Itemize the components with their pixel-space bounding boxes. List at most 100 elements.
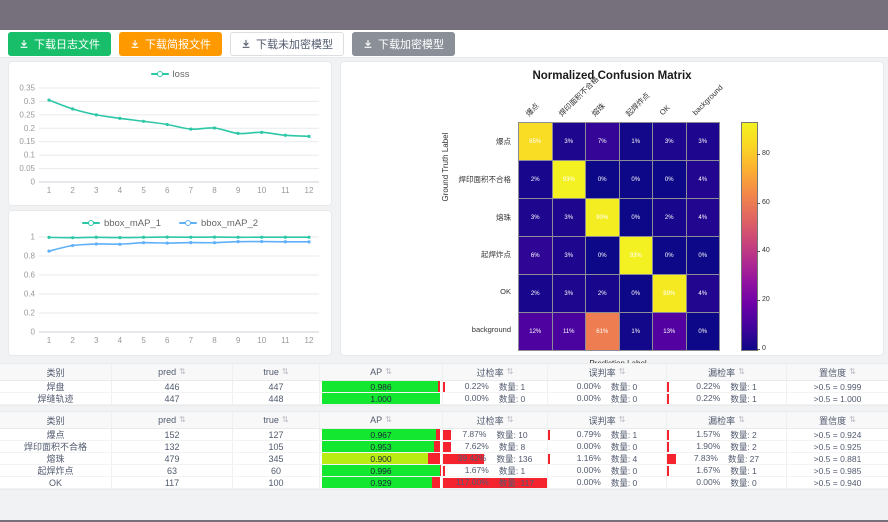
- sort-icon[interactable]: ⇅: [179, 367, 186, 376]
- rate-bar: [667, 466, 669, 476]
- sort-icon[interactable]: ⇅: [506, 367, 514, 376]
- column-header-过检率[interactable]: 过检率 ⇅: [443, 364, 548, 380]
- svg-text:0.3: 0.3: [24, 97, 36, 106]
- cell-ap: 0.986: [320, 381, 443, 392]
- column-header-误判率[interactable]: 误判率 ⇅: [548, 364, 667, 380]
- sort-icon[interactable]: ⇅: [849, 415, 856, 424]
- sort-icon[interactable]: ⇅: [281, 415, 289, 424]
- column-header-AP[interactable]: AP ⇅: [320, 412, 443, 428]
- cell-pred: 479: [112, 453, 233, 464]
- rate-text: 1.67% 数量: 1: [696, 465, 757, 476]
- legend-marker-icon: [150, 70, 169, 78]
- column-header-AP[interactable]: AP ⇅: [320, 364, 443, 380]
- map-chart-legend: bbox_mAP_1 bbox_mAP_2: [9, 215, 331, 231]
- cell-confidence: >0.5 = 1.000: [813, 393, 862, 404]
- rate-percent: 1.67%: [696, 465, 721, 475]
- sort-icon[interactable]: ⇅: [738, 367, 745, 376]
- cell-confidence: >0.5 = 0.924: [813, 429, 862, 440]
- column-header-label: true: [263, 367, 279, 377]
- svg-text:4: 4: [118, 336, 123, 345]
- column-header-pred[interactable]: pred ⇅: [112, 412, 233, 428]
- legend-item-loss[interactable]: loss: [150, 69, 189, 80]
- column-header-true[interactable]: true ⇅: [233, 412, 320, 428]
- download-unencrypted-model-button[interactable]: 下载未加密模型: [230, 31, 344, 56]
- metrics-table-2: 类别 pred ⇅ true ⇅ AP ⇅ 过检率 ⇅ 误判率 ⇅ 漏检率 ⇅ 置信度 ⇅ 爆点 152 127 0…: [0, 411, 888, 490]
- matrix-row-label: 起焊炸点: [481, 250, 511, 260]
- ap-bar-red: [428, 453, 440, 464]
- matrix-col-label: OK: [657, 102, 672, 117]
- rate-count: 数量: 10: [496, 429, 528, 440]
- ap-bar: 0.929: [322, 477, 440, 488]
- cell-miss-rate: 7.83% 数量: 27: [667, 453, 787, 464]
- svg-text:5: 5: [141, 186, 146, 195]
- matrix-cell: 6%: [519, 237, 552, 274]
- cell-pred: 152: [112, 429, 233, 440]
- column-header-label: AP: [370, 367, 383, 377]
- rate-text: 7.62% 数量: 8: [465, 441, 526, 452]
- cell-category: 熔珠: [0, 453, 112, 464]
- rate-bar: [548, 430, 550, 440]
- column-header-label: 误判率: [588, 367, 616, 378]
- column-header-漏检率[interactable]: 漏检率 ⇅: [667, 412, 787, 428]
- legend-item-bbox_mAP_1[interactable]: bbox_mAP_1: [81, 218, 161, 229]
- legend-circle-icon: [156, 71, 163, 77]
- table-header-row: 类别 pred ⇅ true ⇅ AP ⇅ 过检率 ⇅ 误判率 ⇅ 漏检率 ⇅ 置信度 ⇅: [0, 412, 888, 429]
- matrix-row-label: background: [471, 325, 511, 335]
- rate-count: 数量: 8: [498, 441, 526, 452]
- column-header-置信度[interactable]: 置信度 ⇅: [787, 412, 888, 428]
- matrix-cell: 2%: [653, 199, 686, 236]
- column-header-label: AP: [370, 415, 383, 425]
- colorbar-tick-label: 80: [762, 149, 770, 157]
- rate-count: 数量: 1: [498, 465, 526, 476]
- column-header-pred[interactable]: pred ⇅: [112, 364, 233, 380]
- cell-mis-rate: 0.00% 数量: 0: [548, 393, 667, 404]
- column-header-误判率[interactable]: 误判率 ⇅: [548, 412, 667, 428]
- legend-item-bbox_mAP_2[interactable]: bbox_mAP_2: [179, 218, 258, 229]
- ap-bar-red: [438, 381, 440, 392]
- ap-value: 0.986: [370, 381, 392, 392]
- ap-bar: 0.996: [322, 465, 440, 476]
- matrix-cell: 3%: [552, 275, 585, 312]
- column-header-漏检率[interactable]: 漏检率 ⇅: [667, 364, 787, 380]
- cell-confidence: >0.5 = 0.985: [813, 465, 862, 476]
- svg-text:2: 2: [70, 186, 75, 195]
- button-label: 下载日志文件: [34, 38, 100, 51]
- sort-icon[interactable]: ⇅: [738, 415, 745, 424]
- cell-true: 448: [233, 393, 320, 404]
- column-header-label: 过检率: [476, 415, 504, 426]
- download-encrypted-model-button[interactable]: 下载加密模型: [352, 31, 455, 56]
- rate-text: 0.79% 数量: 1: [577, 429, 638, 440]
- metrics-tables-area: 类别 pred ⇅ true ⇅ AP ⇅ 过检率 ⇅ 误判率 ⇅ 漏检率 ⇅ 置信度 ⇅ 焊盘 446 447 0…: [0, 363, 888, 520]
- column-header-过检率[interactable]: 过检率 ⇅: [443, 412, 548, 428]
- matrix-cell: 89%: [653, 275, 686, 312]
- matrix-cell: 93%: [619, 237, 652, 274]
- column-header-label: 误判率: [588, 415, 616, 426]
- column-header-置信度[interactable]: 置信度 ⇅: [787, 364, 888, 380]
- svg-text:12: 12: [305, 336, 314, 345]
- column-header-label: 漏检率: [708, 415, 736, 426]
- sort-icon[interactable]: ⇅: [385, 415, 392, 424]
- svg-text:1: 1: [47, 336, 52, 345]
- colorbar-tick-mark: [757, 349, 760, 350]
- colorbar-tick-mark: [757, 153, 760, 155]
- cell-over-rate: 7.87% 数量: 10: [443, 429, 548, 440]
- rate-percent: 1.67%: [464, 465, 489, 475]
- rate-count: 数量: 1: [730, 381, 757, 392]
- download-log-button[interactable]: 下载日志文件: [8, 31, 111, 56]
- sort-icon[interactable]: ⇅: [385, 367, 392, 376]
- sort-icon[interactable]: ⇅: [849, 367, 856, 376]
- sort-icon[interactable]: ⇅: [179, 415, 186, 424]
- rate-bar: [548, 454, 550, 464]
- column-header-label: 置信度: [819, 367, 847, 378]
- sort-icon[interactable]: ⇅: [618, 367, 626, 376]
- sort-icon[interactable]: ⇅: [618, 415, 626, 424]
- svg-text:0: 0: [31, 178, 36, 187]
- column-header-true[interactable]: true ⇅: [233, 364, 320, 380]
- sort-icon[interactable]: ⇅: [506, 415, 514, 424]
- sort-icon[interactable]: ⇅: [281, 367, 289, 376]
- ap-value: 1.000: [370, 393, 392, 404]
- rate-text: 117.00% 数量: 117: [456, 477, 534, 488]
- cell-confidence: >0.5 = 0.940: [813, 477, 862, 488]
- rate-percent: 0.22%: [464, 381, 489, 391]
- download-report-button[interactable]: 下载简报文件: [119, 31, 222, 56]
